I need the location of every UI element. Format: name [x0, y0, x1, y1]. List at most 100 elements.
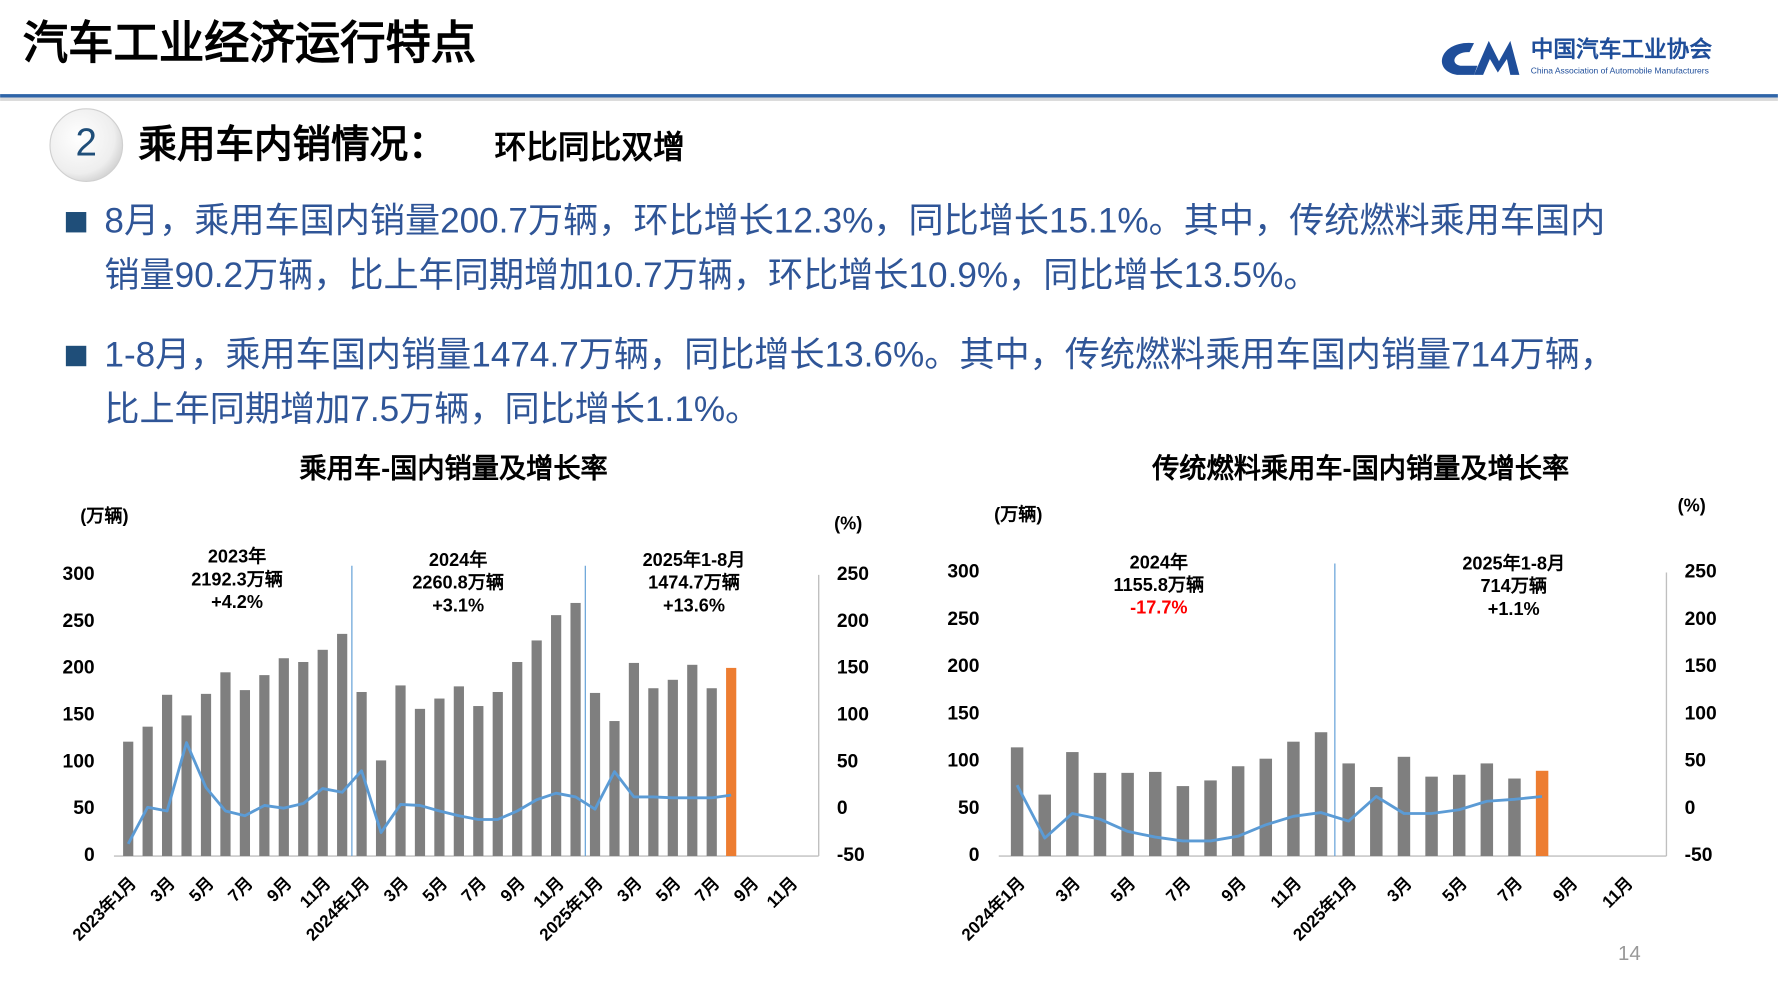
y2-tick-label: -50	[837, 845, 865, 866]
bar	[609, 721, 620, 857]
bullet-text: 比上年同期增加7.5万辆，同比增长1.1%。	[104, 390, 760, 429]
bar	[551, 615, 562, 857]
y-tick-label: 0	[969, 845, 980, 866]
bar	[628, 662, 640, 857]
y-tick-label: 100	[947, 751, 979, 772]
y-tick-label: 100	[63, 751, 95, 772]
y2-tick-label: 100	[837, 705, 869, 726]
x-tick-label: 3月	[1052, 874, 1084, 906]
bar	[687, 664, 698, 857]
bar	[512, 661, 523, 857]
slide-title: 汽车工业经济运行特点	[23, 17, 476, 68]
bar	[375, 760, 387, 857]
y-tick-label: 250	[947, 609, 979, 630]
x-tick-label: 7月	[458, 874, 490, 906]
bullet-text: 销量90.2万辆，比上年同期增加10.7万辆，环比增长10.9%，同比增长13.…	[104, 256, 1318, 295]
bar	[123, 741, 134, 857]
bar	[570, 602, 581, 857]
x-tick-label: 7月	[1494, 874, 1526, 906]
bar	[317, 649, 328, 857]
bar	[1397, 756, 1411, 857]
org-name: 中国汽车工业协会	[1531, 36, 1713, 62]
y-axis-label: (万辆)	[994, 504, 1042, 525]
bar	[1204, 780, 1217, 857]
bar	[181, 715, 192, 857]
bar	[1149, 771, 1162, 857]
bar	[492, 691, 503, 857]
bar	[667, 679, 678, 857]
org-name-en: China Association of Automobile Manufact…	[1531, 66, 1709, 76]
y-tick-label: 150	[947, 703, 979, 724]
bar	[1176, 786, 1190, 857]
x-tick-label: 7月	[691, 874, 723, 906]
y-axis-label: (万辆)	[80, 505, 128, 526]
x-tick-label: 11月	[1598, 874, 1636, 912]
bar	[1342, 763, 1355, 857]
x-tick-label: 7月	[224, 874, 256, 906]
bar	[1480, 763, 1494, 857]
x-tick-label: 9月	[1218, 874, 1250, 906]
section-number: 2	[76, 121, 97, 164]
y-tick-label: 50	[73, 798, 94, 819]
x-tick-label: 9月	[1549, 874, 1581, 906]
annotation: 1155.8万辆	[1113, 574, 1204, 595]
y2-tick-label: 250	[837, 564, 869, 585]
x-tick-label: 3月	[1383, 874, 1415, 906]
bar	[298, 661, 309, 857]
bar	[706, 688, 717, 857]
bar	[1452, 774, 1466, 857]
annotation: 2260.8万辆	[412, 572, 504, 593]
x-tick-label: 7月	[1162, 874, 1194, 906]
x-tick-label: 5月	[1107, 874, 1139, 906]
annotation: +1.1%	[1488, 599, 1540, 619]
y2-tick-label: 0	[1685, 798, 1696, 819]
x-tick-label: 3月	[380, 874, 412, 906]
header-rule	[0, 94, 1778, 98]
annotation: 2192.3万辆	[191, 568, 283, 589]
y-tick-label: 150	[63, 705, 95, 726]
annotation: 714万辆	[1480, 575, 1546, 596]
bullet-marker	[65, 345, 87, 367]
bar	[726, 667, 737, 857]
y-tick-label: 50	[958, 798, 979, 819]
annotation: 2024年	[429, 549, 487, 570]
chart-title: 传统燃料乘用车-国内销量及增长率	[1151, 453, 1569, 484]
bar	[1038, 794, 1051, 857]
annotation: +13.6%	[663, 595, 725, 615]
y2-tick-label: 150	[837, 658, 869, 679]
bar	[1121, 772, 1134, 857]
bullet-marker	[65, 212, 87, 233]
x-tick-label: 3月	[613, 874, 645, 906]
section-badge	[49, 108, 124, 182]
bar	[414, 708, 426, 857]
x-tick-label: 9月	[730, 874, 762, 906]
x-tick-label: 11月	[763, 874, 801, 912]
x-tick-label: 3月	[147, 874, 179, 906]
bar	[434, 698, 445, 857]
y-tick-label: 300	[947, 562, 979, 583]
y2-axis-label: (%)	[834, 514, 862, 534]
logo-mark	[1441, 42, 1478, 75]
bar	[473, 706, 484, 857]
bar	[1370, 787, 1383, 857]
bar	[239, 690, 251, 857]
y2-tick-label: 100	[1685, 703, 1717, 724]
annotation: +4.2%	[211, 592, 263, 612]
bar	[1010, 747, 1024, 857]
y2-tick-label: 50	[837, 751, 858, 772]
section-subtitle: 环比同比双增	[494, 129, 684, 165]
annotation: 1474.7万辆	[648, 572, 740, 593]
bar	[1066, 752, 1079, 857]
y-tick-label: 250	[63, 611, 95, 632]
y2-tick-label: 250	[1685, 562, 1717, 583]
bar	[1535, 770, 1549, 857]
bar	[1287, 741, 1300, 857]
bar	[1231, 766, 1245, 857]
annotation: 2024年	[1130, 551, 1188, 572]
x-tick-label: 2024年1月	[957, 873, 1029, 945]
bar	[220, 672, 231, 857]
y-tick-label: 300	[63, 564, 95, 585]
annotation: 2025年1-8月	[1462, 552, 1565, 573]
